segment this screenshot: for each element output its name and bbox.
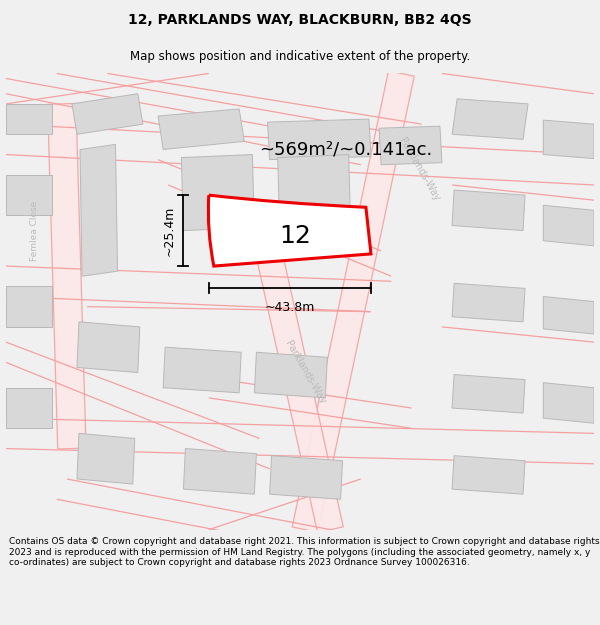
Polygon shape [6,286,52,327]
Text: Parklands-Way: Parklands-Way [397,136,442,203]
Polygon shape [544,382,594,423]
Polygon shape [379,126,442,165]
Polygon shape [544,296,594,334]
Polygon shape [544,205,594,246]
Polygon shape [269,456,343,499]
Polygon shape [452,190,525,231]
PathPatch shape [208,195,371,266]
Polygon shape [452,99,528,139]
Text: ~43.8m: ~43.8m [265,301,315,314]
Text: Map shows position and indicative extent of the property.: Map shows position and indicative extent… [130,49,470,62]
Text: Femlea Close: Femlea Close [30,201,39,261]
Polygon shape [452,374,525,413]
Polygon shape [47,104,86,449]
Polygon shape [6,175,52,216]
Text: 12: 12 [279,224,311,248]
Polygon shape [257,253,343,532]
Text: ~569m²/~0.141ac.: ~569m²/~0.141ac. [259,141,433,159]
Polygon shape [452,283,525,322]
Polygon shape [6,388,52,428]
Polygon shape [77,433,135,484]
Polygon shape [292,71,414,532]
Polygon shape [544,120,594,159]
Polygon shape [158,109,244,149]
Text: 12, PARKLANDS WAY, BLACKBURN, BB2 4QS: 12, PARKLANDS WAY, BLACKBURN, BB2 4QS [128,13,472,27]
Text: Parklands-Way: Parklands-Way [283,339,327,406]
Text: Contains OS data © Crown copyright and database right 2021. This information is : Contains OS data © Crown copyright and d… [9,538,599,568]
Polygon shape [278,154,350,231]
Polygon shape [163,347,241,392]
Polygon shape [452,456,525,494]
Polygon shape [80,144,118,276]
Polygon shape [254,352,328,398]
Polygon shape [181,154,254,231]
Polygon shape [77,322,140,372]
Polygon shape [6,104,52,134]
Text: ~25.4m: ~25.4m [163,206,175,256]
Polygon shape [72,94,143,134]
Polygon shape [184,449,256,494]
Polygon shape [268,119,371,159]
